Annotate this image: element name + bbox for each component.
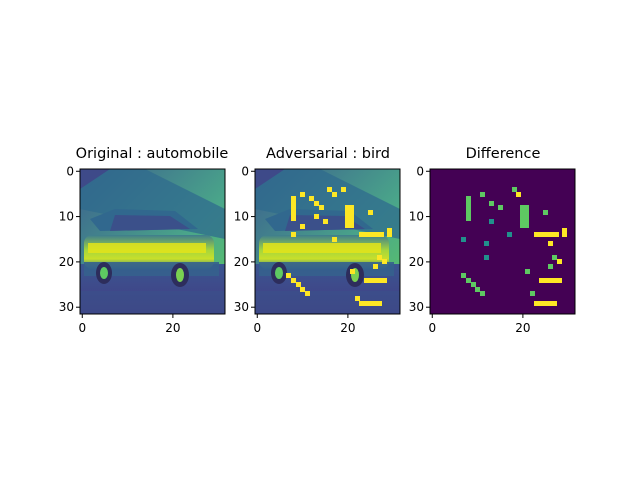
x-tick-1-1: 20 xyxy=(340,314,355,335)
y-tick-0-1: 10 xyxy=(59,210,80,224)
difference-map xyxy=(430,169,575,314)
y-tick-label: 10 xyxy=(234,210,249,224)
y-tick-label: 20 xyxy=(409,255,424,269)
x-tick-label: 0 xyxy=(78,321,86,335)
y-tick-label: 10 xyxy=(59,210,74,224)
y-tick-label: 20 xyxy=(59,255,74,269)
y-tick-1-2: 20 xyxy=(234,255,255,269)
y-tick-2-2: 20 xyxy=(409,255,430,269)
y-tick-1-3: 30 xyxy=(234,300,255,314)
y-tick-label: 10 xyxy=(409,210,424,224)
x-tick-label: 0 xyxy=(253,321,261,335)
x-tick-label: 20 xyxy=(165,321,180,335)
y-tick-0-3: 30 xyxy=(59,300,80,314)
y-tick-1-0: 0 xyxy=(241,164,255,178)
y-tick-label: 30 xyxy=(59,300,74,314)
y-tick-2-1: 10 xyxy=(409,210,430,224)
x-tick-label: 20 xyxy=(515,321,530,335)
x-tick-1-0: 0 xyxy=(253,314,261,335)
original-image xyxy=(80,169,225,314)
x-tick-label: 20 xyxy=(340,321,355,335)
y-tick-2-0: 0 xyxy=(416,164,430,178)
x-tick-2-0: 0 xyxy=(428,314,436,335)
y-tick-label: 30 xyxy=(234,300,249,314)
y-tick-label: 0 xyxy=(66,164,74,178)
y-tick-0-0: 0 xyxy=(66,164,80,178)
y-tick-label: 30 xyxy=(409,300,424,314)
x-tick-2-1: 20 xyxy=(515,314,530,335)
x-tick-0-1: 20 xyxy=(165,314,180,335)
y-tick-0-2: 20 xyxy=(59,255,80,269)
y-tick-label: 20 xyxy=(234,255,249,269)
y-tick-2-3: 30 xyxy=(409,300,430,314)
x-tick-0-0: 0 xyxy=(78,314,86,335)
adversarial-image xyxy=(255,169,400,314)
y-tick-1-1: 10 xyxy=(234,210,255,224)
y-tick-label: 0 xyxy=(241,164,249,178)
y-tick-label: 0 xyxy=(416,164,424,178)
x-tick-label: 0 xyxy=(428,321,436,335)
